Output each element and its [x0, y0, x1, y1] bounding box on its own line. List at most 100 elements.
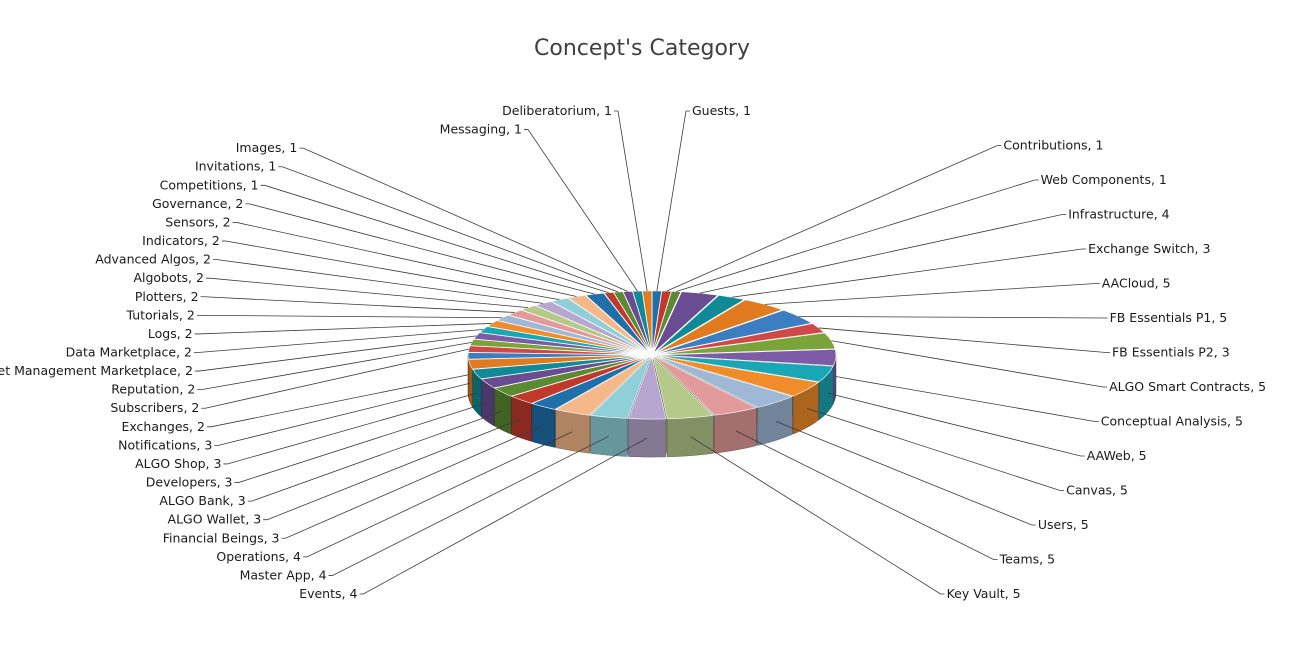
slice-label-6: FB Essentials P1, 5	[1110, 310, 1228, 325]
slice-19	[510, 356, 648, 404]
leader-line-36	[245, 203, 595, 295]
leader-line-22	[223, 392, 477, 465]
slice-12	[655, 356, 794, 408]
slice-15	[627, 356, 667, 420]
slice-5	[655, 299, 784, 354]
leader-line-33	[213, 259, 544, 304]
slice-0	[651, 290, 662, 353]
slice-16	[590, 356, 651, 419]
leader-line-14	[690, 436, 945, 595]
slice-label-21: Developers, 3	[146, 475, 233, 490]
slice-label-28: Data Marketplace, 2	[66, 345, 192, 360]
leader-line-7	[818, 327, 1110, 353]
slice-label-27: Asset Management Marketplace, 2	[0, 363, 193, 378]
leader-line-23	[214, 382, 471, 446]
leader-line-31	[200, 296, 515, 313]
leader-line-16	[328, 435, 609, 576]
slice-label-10: AAWeb, 5	[1087, 448, 1147, 463]
leader-line-39	[299, 147, 628, 292]
slice-label-4: Exchange Switch, 3	[1088, 241, 1210, 256]
slice-6	[656, 309, 813, 355]
slice-label-26: Reputation, 2	[111, 382, 195, 397]
slice-label-36: Governance, 2	[152, 196, 243, 211]
leader-line-15	[359, 437, 648, 595]
slice-labels: Guests, 1 Contributions, 1 Web Components,…	[0, 103, 1266, 601]
leader-line-26	[197, 341, 472, 391]
slice-label-19: ALGO Wallet, 3	[168, 512, 262, 527]
slice-label-25: Subscribers, 2	[110, 400, 199, 415]
slice-label-38: Invitations, 1	[195, 159, 276, 174]
slice-8	[657, 332, 836, 355]
slice-13	[654, 356, 758, 416]
slice-label-29: Logs, 2	[148, 326, 193, 341]
slice-label-8: ALGO Smart Contracts, 5	[1109, 379, 1266, 394]
slice-label-22: ALGO Shop, 3	[135, 456, 221, 471]
leader-line-8	[831, 340, 1108, 388]
slice-label-17: Operations, 4	[216, 549, 301, 564]
pie-tops	[467, 290, 837, 420]
leader-line-35	[232, 222, 577, 297]
slice-label-9: Conceptual Analysis, 5	[1101, 414, 1243, 429]
slice-label-2: Web Components, 1	[1041, 172, 1167, 187]
leader-line-6	[798, 315, 1108, 319]
leader-line-10	[827, 392, 1085, 457]
leader-line-17	[303, 431, 573, 558]
leader-line-9	[835, 376, 1099, 422]
leader-line-32	[205, 277, 529, 309]
slice-label-1: Contributions, 1	[1003, 138, 1103, 153]
slice-9	[657, 349, 837, 366]
slice-label-12: Users, 5	[1038, 517, 1089, 532]
slice-label-24: Exchanges, 2	[121, 419, 205, 434]
slice-7	[657, 323, 825, 355]
slice-18	[531, 356, 649, 410]
slice-33	[534, 301, 649, 354]
slice-35	[567, 294, 650, 354]
slice-10	[657, 355, 834, 383]
leader-line-20	[247, 410, 503, 502]
slice-wall-15	[628, 418, 667, 458]
chart-title: Concept's Category	[534, 36, 750, 61]
slice-label-33: Advanced Algos, 2	[95, 252, 211, 267]
slice-label-34: Indicators, 2	[142, 233, 220, 248]
slice-label-5: AACloud, 5	[1102, 276, 1171, 291]
leader-line-1	[666, 145, 1002, 292]
slice-wall-19	[511, 396, 532, 442]
slice-label-35: Sensors, 2	[165, 214, 230, 229]
leader-line-28	[194, 329, 484, 353]
leader-line-38	[278, 166, 619, 293]
slice-label-0: Guests, 1	[692, 103, 751, 118]
slice-wall-16	[590, 415, 628, 457]
slice-wall-18	[531, 403, 555, 448]
leader-line-0	[656, 110, 690, 291]
slice-wall-17	[555, 409, 590, 454]
slice-label-31: Plotters, 2	[135, 289, 199, 304]
leader-line-25	[201, 348, 469, 409]
slice-label-41: Deliberatorium, 1	[502, 103, 612, 118]
slice-4	[654, 294, 746, 354]
leader-line-27	[194, 335, 477, 372]
leader-line-2	[676, 179, 1039, 292]
slice-label-11: Canvas, 5	[1066, 483, 1128, 498]
leader-line-30	[196, 314, 503, 319]
leader-line-29	[194, 323, 492, 335]
slice-21	[480, 355, 647, 389]
leader-line-5	[764, 283, 1100, 305]
leader-line-40	[524, 129, 638, 292]
slice-label-13: Teams, 5	[999, 552, 1055, 567]
leader-lines	[194, 110, 1110, 595]
leader-line-18	[281, 425, 544, 539]
slice-36	[585, 292, 651, 354]
slice-label-23: Notifications, 3	[118, 437, 212, 452]
slice-label-40: Messaging, 1	[440, 122, 522, 137]
leader-line-19	[263, 418, 522, 521]
leader-line-4	[731, 248, 1087, 298]
slice-label-3: Infrastructure, 4	[1068, 207, 1169, 222]
leader-line-11	[807, 408, 1065, 491]
slice-label-16: Master App, 4	[240, 567, 327, 582]
slice-label-39: Images, 1	[236, 140, 298, 155]
slice-41	[642, 290, 653, 353]
slice-14	[652, 356, 714, 420]
leader-line-3	[699, 214, 1067, 294]
slice-label-14: Key Vault, 5	[947, 586, 1021, 601]
